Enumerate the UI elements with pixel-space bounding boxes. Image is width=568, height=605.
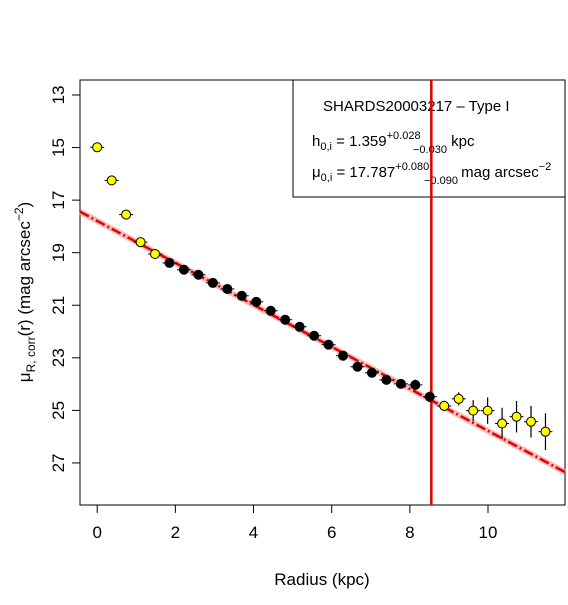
- point: [92, 142, 103, 153]
- h-sub: 0,i: [320, 141, 332, 153]
- mu-up: +0.080: [395, 161, 429, 173]
- annotation-title: SHARDS20003217 – Type I: [323, 98, 510, 115]
- point: [497, 418, 508, 429]
- y-label-sub: R, corr: [24, 336, 38, 372]
- point: [164, 257, 175, 268]
- x-tick-label: 0: [92, 523, 101, 542]
- mu-unit: mag arcsec: [457, 164, 539, 181]
- h-unit: kpc: [447, 133, 475, 150]
- point: [294, 321, 305, 332]
- point: [366, 367, 377, 378]
- annotation: SHARDS20003217 – Type I h0,i = 1.359+0.0…: [292, 79, 566, 198]
- y-tick-label: 13: [49, 86, 68, 105]
- point: [352, 361, 363, 372]
- point: [251, 296, 262, 307]
- x-tick-label: 2: [171, 523, 180, 542]
- point: [135, 237, 146, 248]
- point: [395, 378, 406, 389]
- point: [207, 277, 218, 288]
- h-down: −0.030: [413, 144, 447, 156]
- point: [222, 283, 233, 294]
- y-tick-label: 21: [49, 296, 68, 315]
- h-up: +0.028: [387, 130, 421, 142]
- point: [106, 175, 117, 186]
- point: [178, 264, 189, 275]
- x-tick-label: 8: [405, 523, 414, 542]
- mu-value: = 17.787: [332, 164, 395, 181]
- mu-down: −0.090: [424, 175, 458, 187]
- h-name: h: [312, 133, 320, 150]
- point: [453, 393, 464, 404]
- x-tick-label: 4: [249, 523, 258, 542]
- point: [410, 379, 421, 390]
- point: [280, 314, 291, 325]
- point: [540, 426, 551, 437]
- h-value: = 1.359: [332, 133, 387, 150]
- y-label-sup: −2: [12, 207, 26, 221]
- y-tick-label: 23: [49, 348, 68, 367]
- y-tick-label: 15: [49, 138, 68, 157]
- y-tick-label: 25: [49, 401, 68, 420]
- point: [338, 350, 349, 361]
- point: [193, 269, 204, 280]
- point: [525, 416, 536, 427]
- x-axis-label: Radius (kpc): [274, 570, 369, 589]
- point: [511, 411, 522, 422]
- point: [381, 374, 392, 385]
- point: [323, 339, 334, 350]
- annotation-h: h0,i = 1.359+0.028 −0.030 kpc: [312, 130, 475, 156]
- point: [482, 405, 493, 416]
- y-tick-label: 27: [49, 453, 68, 472]
- mu-sup: −2: [539, 161, 552, 173]
- mu-name: μ: [312, 164, 321, 181]
- annotation-box: [292, 79, 566, 198]
- x-tick-label: 6: [327, 523, 336, 542]
- point: [424, 391, 435, 402]
- point: [265, 305, 276, 316]
- y-tick-label: 17: [49, 191, 68, 210]
- y-label-main: μ: [15, 372, 34, 382]
- point: [439, 400, 450, 411]
- x-tick-label: 10: [479, 523, 498, 542]
- y-label-end: ): [15, 202, 34, 208]
- point: [236, 290, 247, 301]
- point: [468, 405, 479, 416]
- point: [309, 330, 320, 341]
- y-tick-label: 19: [49, 243, 68, 262]
- mu-sub: 0,i: [321, 172, 333, 184]
- point: [150, 248, 161, 259]
- fit-line: [79, 210, 566, 474]
- y-label-rest: (r) (mag arcsec: [15, 221, 34, 337]
- point: [121, 209, 132, 220]
- y-axis-label: μR, corr(r) (mag arcsec−2): [12, 202, 38, 382]
